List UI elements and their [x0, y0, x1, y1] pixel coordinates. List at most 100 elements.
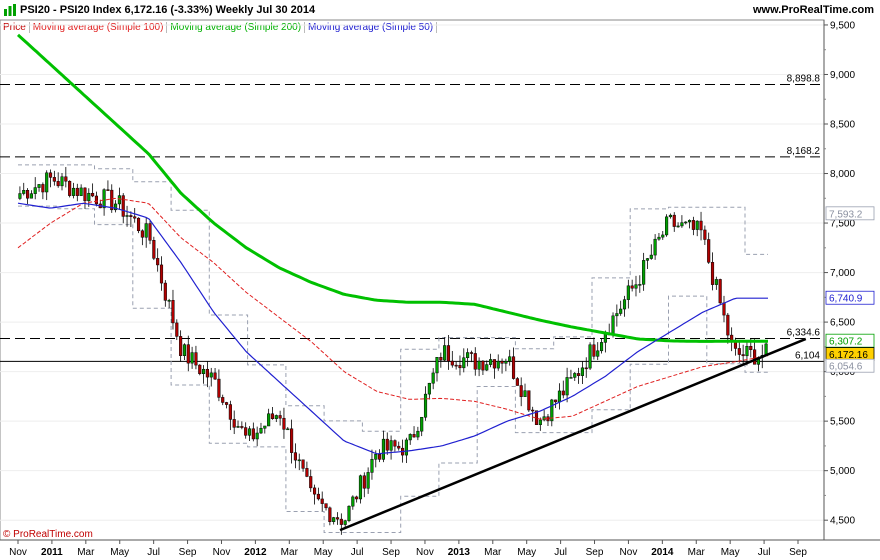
- candle-body: [531, 409, 535, 412]
- x-tick-label: May: [110, 547, 129, 558]
- candle-body: [358, 475, 363, 500]
- candle-body: [270, 413, 275, 419]
- candle-body: [469, 352, 474, 354]
- candle-body: [680, 222, 684, 227]
- candle-body: [366, 472, 370, 489]
- x-tick-label: Sep: [586, 547, 604, 558]
- candle-body: [527, 390, 531, 411]
- candle-body: [374, 454, 378, 460]
- y-tick-label: 7,000: [830, 268, 855, 279]
- candle-body: [293, 452, 297, 461]
- candle-body: [362, 475, 366, 489]
- candle-body: [26, 190, 30, 199]
- candle-body: [136, 217, 141, 232]
- candle-body: [290, 428, 294, 453]
- upper-band-line: [18, 164, 768, 432]
- candle-body: [462, 357, 466, 369]
- candle-body: [301, 459, 305, 469]
- candle-body: [699, 220, 703, 231]
- axis-layer: 4,500 5,000 5,500 6,000 6,500 7,000 7,500 8,000…: [0, 20, 880, 558]
- candle-body: [339, 518, 343, 525]
- candle-body: [577, 373, 581, 376]
- x-tick-label: Mar: [688, 547, 706, 558]
- candle-body: [726, 314, 730, 336]
- x-tick-label: Mar: [281, 547, 299, 558]
- candle-body: [722, 302, 726, 316]
- candle-body: [110, 189, 114, 211]
- price-label-box: [825, 206, 875, 221]
- candle-body: [312, 487, 317, 495]
- candle-body: [133, 216, 137, 219]
- copyright: © ProRealTime.com: [3, 529, 93, 540]
- candle-body: [504, 361, 508, 364]
- legend-ma50[interactable]: Moving average (Simple 50): [305, 22, 438, 33]
- candle-body: [378, 454, 382, 460]
- y-tick-label: 5,000: [830, 466, 855, 477]
- site-url[interactable]: www.ProRealTime.com: [752, 4, 874, 16]
- candle-body: [554, 399, 558, 403]
- level-label: 6,334.6: [787, 327, 821, 338]
- candle-body: [431, 372, 435, 384]
- price-label-box: [825, 358, 875, 373]
- candle-body: [144, 223, 148, 238]
- candles-layer: [18, 167, 768, 535]
- candle-body: [205, 368, 209, 378]
- x-tick-label: May: [721, 547, 740, 558]
- candle-body: [393, 440, 397, 447]
- candle-body: [508, 356, 512, 362]
- y-tick-label: 6,500: [830, 318, 855, 329]
- candle-body: [87, 192, 91, 202]
- candle-body: [687, 220, 692, 223]
- legend-price[interactable]: Price: [0, 22, 30, 33]
- x-tick-label: Nov: [213, 547, 231, 558]
- candle-body: [615, 313, 619, 317]
- prorealtime-logo-icon: [4, 4, 16, 16]
- ma100-line: [17, 197, 769, 420]
- legend-ma200[interactable]: Moving average (Simple 200): [167, 22, 306, 33]
- legend-ma100[interactable]: Moving average (Simple 100): [29, 22, 168, 33]
- candle-body: [217, 378, 221, 398]
- candle-body: [622, 299, 627, 310]
- candle-body: [435, 357, 439, 374]
- x-tick-label: Nov: [9, 547, 27, 558]
- candle-body: [684, 221, 688, 224]
- candle-body: [511, 356, 516, 379]
- candle-body: [251, 428, 255, 440]
- candle-body: [343, 520, 347, 525]
- y-tick-label: 5,500: [830, 417, 855, 428]
- candle-body: [703, 229, 707, 240]
- candle-body: [167, 300, 171, 302]
- candle-body: [404, 439, 408, 456]
- candle-body: [427, 382, 431, 395]
- candle-body: [240, 426, 244, 428]
- candle-body: [500, 360, 504, 364]
- candle-body: [408, 434, 412, 441]
- candle-body: [56, 181, 60, 187]
- chart-header: PSI20 - PSI20 Index 6,172.16 (-3.33%) We…: [0, 0, 880, 20]
- level-label: 8,898.8: [787, 73, 821, 84]
- candle-body: [565, 377, 569, 396]
- candle-body: [41, 184, 45, 193]
- candle-body: [489, 359, 493, 365]
- price-label: 6,307.2: [829, 337, 863, 348]
- x-tick-label: 2011: [41, 547, 63, 558]
- candle-body: [209, 372, 213, 378]
- y-tick-label: 9,500: [830, 20, 855, 31]
- level-label: 8,168.2: [787, 146, 821, 157]
- candle-body: [492, 359, 496, 369]
- candle-body: [117, 195, 121, 205]
- candle-body: [267, 413, 271, 427]
- x-tick-label: May: [314, 547, 333, 558]
- candle-body: [588, 344, 592, 369]
- candle-body: [584, 367, 588, 370]
- candle-body: [599, 342, 604, 352]
- trendline-layer[interactable]: [339, 337, 807, 532]
- x-tick-label: Jul: [351, 547, 364, 558]
- candle-body: [332, 517, 336, 522]
- candle-body: [397, 445, 401, 449]
- x-tick-label: Sep: [179, 547, 197, 558]
- candle-body: [213, 372, 217, 380]
- candle-body: [642, 260, 646, 285]
- level-label: 6,104: [795, 350, 820, 361]
